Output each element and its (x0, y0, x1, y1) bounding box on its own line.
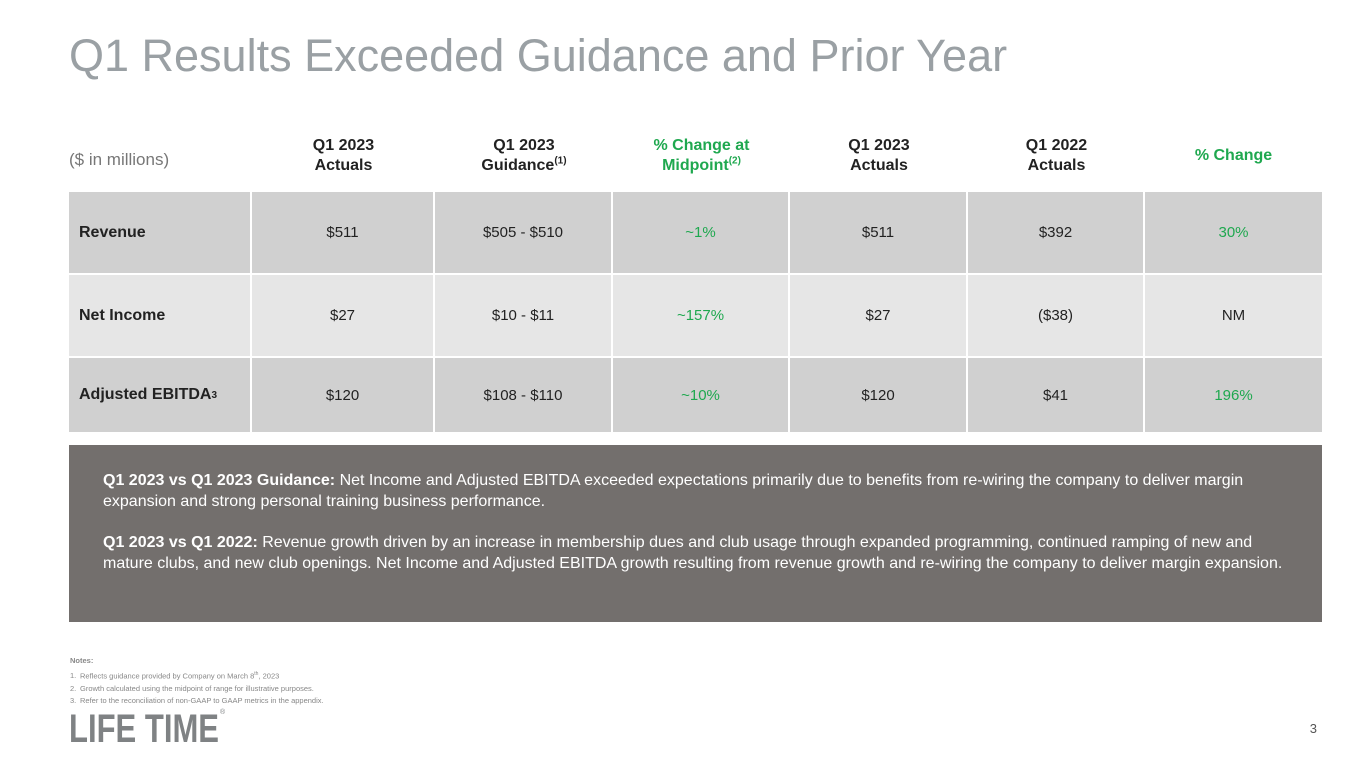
page-number: 3 (1309, 721, 1317, 736)
table-cell: ($38) (968, 275, 1145, 358)
footnote-number: 2. (70, 683, 77, 693)
notes-heading: Notes: (70, 656, 94, 665)
column-header-q1-2022-actuals: Q1 2022 Actuals (968, 134, 1145, 178)
table-cell: ~157% (613, 275, 790, 358)
footnote-text: Reflects guidance provided by Company on… (80, 671, 255, 680)
column-header-line2: Guidance (481, 157, 555, 174)
commentary-heading: Q1 2023 vs Q1 2023 Guidance: (103, 472, 336, 489)
column-header-line2: Actuals (850, 157, 908, 174)
commentary-box: Q1 2023 vs Q1 2023 Guidance: Net Income … (69, 445, 1322, 622)
table-cell: $505 - $510 (435, 192, 613, 275)
column-header-line2: Actuals (1027, 157, 1086, 174)
table-cell: $120 (790, 358, 968, 434)
registered-mark: ® (220, 708, 226, 716)
commentary-text: Net Income and Adjusted EBITDA exceeded … (103, 472, 1244, 510)
results-table: Revenue $511 $505 - $510 ~1% $511 $392 3… (69, 192, 1322, 434)
commentary-text: Revenue growth driven by an increase in … (103, 534, 1283, 572)
footnote-text: Growth calculated using the midpoint of … (80, 683, 314, 693)
footnote-marker: (2) (728, 155, 741, 167)
footnote-number: 3. (70, 696, 77, 705)
table-cell: 196% (1145, 358, 1322, 434)
row-label: Revenue (69, 192, 252, 275)
footnote-marker: 3 (211, 389, 218, 401)
table-cell: $27 (790, 275, 968, 358)
unit-label: ($ in millions) (69, 150, 170, 169)
row-label-text: Adjusted EBITDA (79, 386, 212, 403)
footnotes: Notes: 1. Reflects guidance provided by C… (70, 655, 324, 708)
column-header-line2: Midpoint (662, 157, 729, 174)
table-row-revenue: Revenue $511 $505 - $510 ~1% $511 $392 3… (69, 192, 1322, 275)
table-cell: $120 (252, 358, 435, 434)
table-cell: ~1% (613, 192, 790, 275)
column-header-q1-2023-actuals-2: Q1 2023 Actuals (790, 134, 968, 178)
logo-wordmark: LIFE TIME (69, 707, 219, 744)
column-header-line2: Actuals (314, 157, 373, 174)
commentary-paragraph: Q1 2023 vs Q1 2022: Revenue growth drive… (103, 532, 1288, 574)
footnote-item: 1. Reflects guidance provided by Company … (70, 668, 324, 683)
column-header-line1: Q1 2023 (312, 137, 375, 154)
table-cell: $108 - $110 (435, 358, 613, 434)
footnote-marker: (1) (554, 155, 567, 167)
column-header-change-at-midpoint: % Change at Midpoint(2) (613, 134, 790, 178)
table-cell: $511 (790, 192, 968, 275)
table-cell: ~10% (613, 358, 790, 434)
table-cell: $27 (252, 275, 435, 358)
table-cell: $392 (968, 192, 1145, 275)
footnote-text: Refer to the reconciliation of non-GAAP … (80, 696, 324, 705)
table-row-adjusted-ebitda: Adjusted EBITDA 3 $120 $108 - $110 ~10% $… (69, 358, 1322, 434)
table-cell: NM (1145, 275, 1322, 358)
column-header-q1-2023-actuals: Q1 2023 Actuals (252, 134, 435, 178)
table-cell: 30% (1145, 192, 1322, 275)
life-time-logo: LIFE TIME ® (69, 707, 226, 744)
column-header-line1: % Change (1194, 147, 1273, 164)
page-title: Q1 Results Exceeded Guidance and Prior Y… (69, 30, 1008, 81)
footnote-item: 2. Growth calculated using the midpoint o… (70, 683, 324, 696)
column-header-change: % Change (1145, 134, 1322, 178)
commentary-heading: Q1 2023 vs Q1 2022: (103, 534, 258, 551)
table-cell: $41 (968, 358, 1145, 434)
commentary-paragraph: Q1 2023 vs Q1 2023 Guidance: Net Income … (103, 470, 1288, 512)
footnote-item: 3. Refer to the reconciliation of non-GAA… (70, 695, 324, 708)
column-header-line1: Q1 2023 (493, 137, 555, 154)
table-cell: $511 (252, 192, 435, 275)
column-header-line1: Q1 2023 (848, 137, 910, 154)
table-row-net-income: Net Income $27 $10 - $11 ~157% $27 ($38)… (69, 275, 1322, 358)
footnote-superscript: th (254, 670, 259, 677)
column-header-q1-2023-guidance: Q1 2023 Guidance(1) (435, 134, 613, 178)
column-header-line1: Q1 2022 (1025, 137, 1088, 154)
row-label: Adjusted EBITDA 3 (69, 358, 252, 434)
table-cell: $10 - $11 (435, 275, 613, 358)
row-label: Net Income (69, 275, 252, 358)
column-header-line1: % Change at (653, 137, 750, 154)
footnote-number: 1. (70, 671, 77, 680)
footnote-text-post: , 2023 (258, 671, 280, 680)
